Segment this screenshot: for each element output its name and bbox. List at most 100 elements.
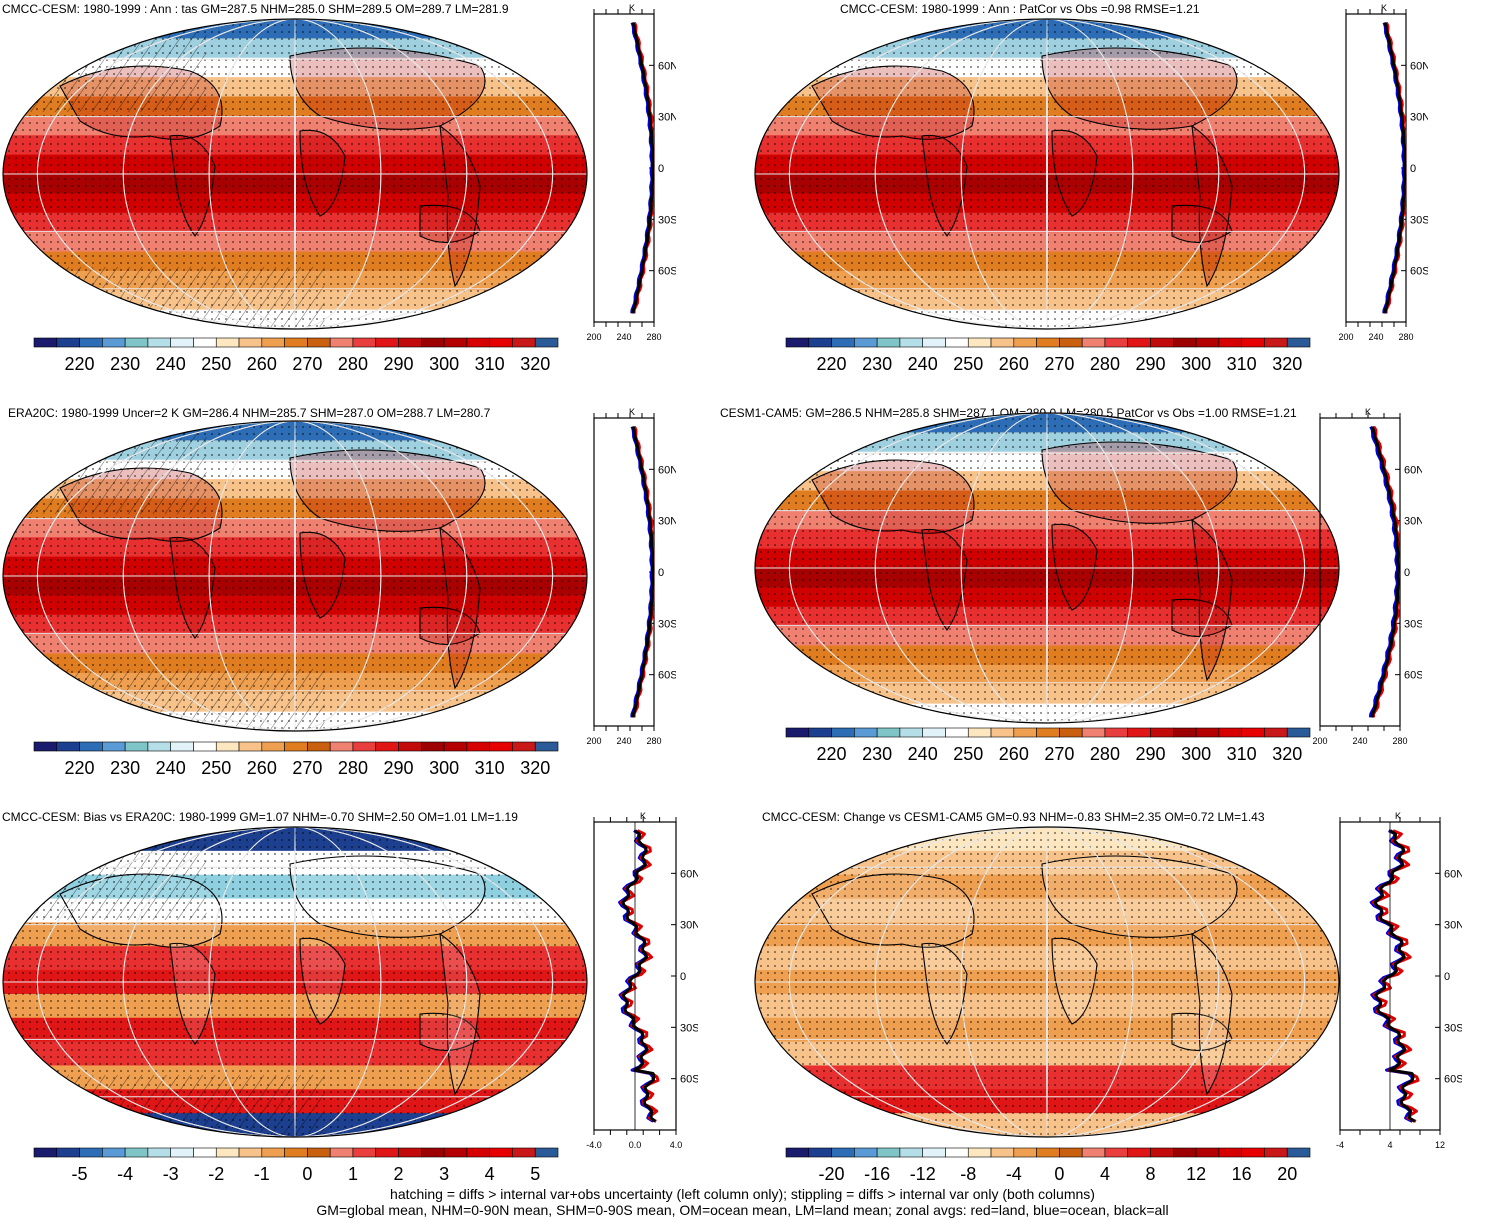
colorbar-swatch: [808, 337, 832, 348]
colorbar-swatch: [1013, 1147, 1037, 1158]
zonal-profile-cesm1-cam5: K 60N 30N 0 30S 60S 200 240 280: [1312, 407, 1422, 746]
value-tick-label: -4: [1336, 1140, 1344, 1150]
value-tick-label: -4.0: [586, 1140, 602, 1150]
map-change-vs-cesm1-cam5: [754, 826, 1340, 1138]
lat-tick-label: 0: [1404, 567, 1410, 579]
colorbar-swatch: [79, 337, 103, 348]
colorbar-swatch: [1241, 727, 1265, 738]
footer-note-means: GM=global mean, NHM=0-90N mean, SHM=0-90…: [316, 1202, 1169, 1218]
colorbar-swatch: [375, 1147, 399, 1158]
colorbar-swatch: [398, 337, 422, 348]
colorbar-swatch: [512, 1147, 536, 1158]
longitude-line: [36, 19, 554, 329]
colorbar-swatch: [1286, 337, 1311, 348]
colorbar-label: 320: [1272, 744, 1302, 764]
zonal-profile-tas-cmcc-cesm: K 60N 30N 0 30S 60S 200 240 280: [586, 3, 676, 342]
colorbar-swatch: [854, 337, 878, 348]
longitude-line: [122, 19, 468, 329]
lat-tick-label: 30N: [658, 112, 676, 124]
colorbar-label: 250: [201, 354, 231, 374]
colorbar-label: 320: [520, 354, 550, 374]
colorbar-swatch: [1059, 727, 1083, 738]
colorbar-label: 290: [1135, 744, 1165, 764]
lat-tick-label: 60S: [658, 266, 676, 278]
colorbar-swatch: [102, 337, 126, 348]
colorbar-label: 270: [1044, 744, 1074, 764]
colorbar-label: 280: [338, 758, 368, 778]
colorbar-cesm1-cam5: 220 230 240 250 260 270 280 290 300 310 320: [785, 727, 1311, 764]
colorbar-swatch: [967, 727, 992, 738]
colorbar-label: 310: [1227, 354, 1257, 374]
colorbar-swatch: [33, 1147, 58, 1158]
map-cesm1-cam5: [754, 412, 1340, 724]
lat-tick-label: 30S: [658, 214, 676, 226]
zonal-profile-era20c: K 60N 30N 0 30S 60S 200 240 280: [586, 407, 676, 746]
colorbar-label: 320: [520, 758, 550, 778]
colorbar-label: 240: [908, 354, 938, 374]
value-tick-label: 240: [616, 332, 631, 342]
lat-tick-label: 0: [1444, 971, 1450, 983]
colorbar-label: 320: [1272, 354, 1302, 374]
colorbar-swatch: [124, 337, 149, 348]
colorbar-swatch: [56, 337, 80, 348]
longitude-line: [788, 827, 1306, 1137]
colorbar-label: 240: [156, 758, 186, 778]
colorbar-label: 250: [953, 744, 983, 764]
map-border: [754, 18, 1340, 330]
value-tick-label: 200: [586, 736, 601, 746]
colorbar-swatch: [215, 1147, 240, 1158]
colorbar-swatch: [831, 1147, 855, 1158]
colorbar-swatch: [489, 337, 513, 348]
colorbar-label: 1: [348, 1164, 358, 1184]
colorbar-swatch: [945, 337, 969, 348]
colorbar-swatch: [1127, 337, 1151, 348]
longitude-line: [960, 19, 1134, 329]
colorbar-swatch: [785, 337, 810, 348]
lat-tick-label: 30N: [1444, 920, 1462, 932]
colorbar-bias: -5 -4 -3 -2 -1 0 1 2 3 4 5: [33, 1147, 559, 1184]
lat-tick-label: 60N: [1410, 60, 1428, 72]
zonal-profile-bias: K 60N 30N 0 30S 60S -4.0 0.0 4.0: [586, 811, 698, 1150]
lat-tick-label: 60S: [658, 670, 676, 682]
footer-note-hatching: hatching = diffs > internal var+obs unce…: [390, 1186, 1095, 1202]
colorbar-label: 220: [65, 354, 95, 374]
colorbar-swatch: [238, 741, 263, 752]
colorbar-swatch: [261, 1147, 285, 1158]
colorbar-label: 300: [1181, 354, 1211, 374]
longitude-line: [788, 19, 1306, 329]
colorbar-swatch: [990, 727, 1015, 738]
panel-title: ERA20C: 1980-1999 Uncer=2 K GM=286.4 NHM…: [8, 406, 491, 420]
colorbar-swatch: [1173, 727, 1197, 738]
colorbar-swatch: [899, 727, 923, 738]
colorbar-label: 280: [338, 354, 368, 374]
map-tas-cmcc-cesm: [2, 18, 588, 330]
longitude-line: [960, 827, 1134, 1137]
panel-title: CMCC-CESM: Change vs CESM1-CAM5 GM=0.93 …: [762, 810, 1265, 824]
all-profile-line: [631, 22, 655, 314]
colorbar-swatch: [1104, 337, 1129, 348]
colorbar-swatch: [922, 337, 946, 348]
colorbar-swatch: [945, 727, 969, 738]
colorbar-swatch: [443, 1147, 468, 1158]
colorbar-swatch: [398, 741, 422, 752]
colorbar-label: 4: [1100, 1164, 1110, 1184]
hatching: [29, 1075, 325, 1137]
colorbar-swatch: [124, 741, 149, 752]
value-tick-label: 280: [646, 736, 661, 746]
colorbar-label: 3: [439, 1164, 449, 1184]
colorbar-swatch: [876, 1147, 901, 1158]
lat-tick-label: 60N: [658, 60, 676, 72]
colorbar-label: -1: [254, 1164, 270, 1184]
colorbar-label: 260: [999, 354, 1029, 374]
colorbar-swatch: [1264, 727, 1288, 738]
longitude-line: [36, 827, 554, 1137]
colorbar-swatch: [147, 1147, 171, 1158]
map-border: [2, 18, 588, 330]
colorbar-swatch: [56, 1147, 80, 1158]
lat-tick-label: 30S: [1444, 1022, 1462, 1034]
colorbar-swatch: [329, 1147, 354, 1158]
lat-tick-label: 30N: [680, 920, 698, 932]
colorbar-swatch: [1150, 337, 1174, 348]
colorbar-swatch: [1036, 337, 1060, 348]
value-tick-label: 4: [1387, 1140, 1392, 1150]
